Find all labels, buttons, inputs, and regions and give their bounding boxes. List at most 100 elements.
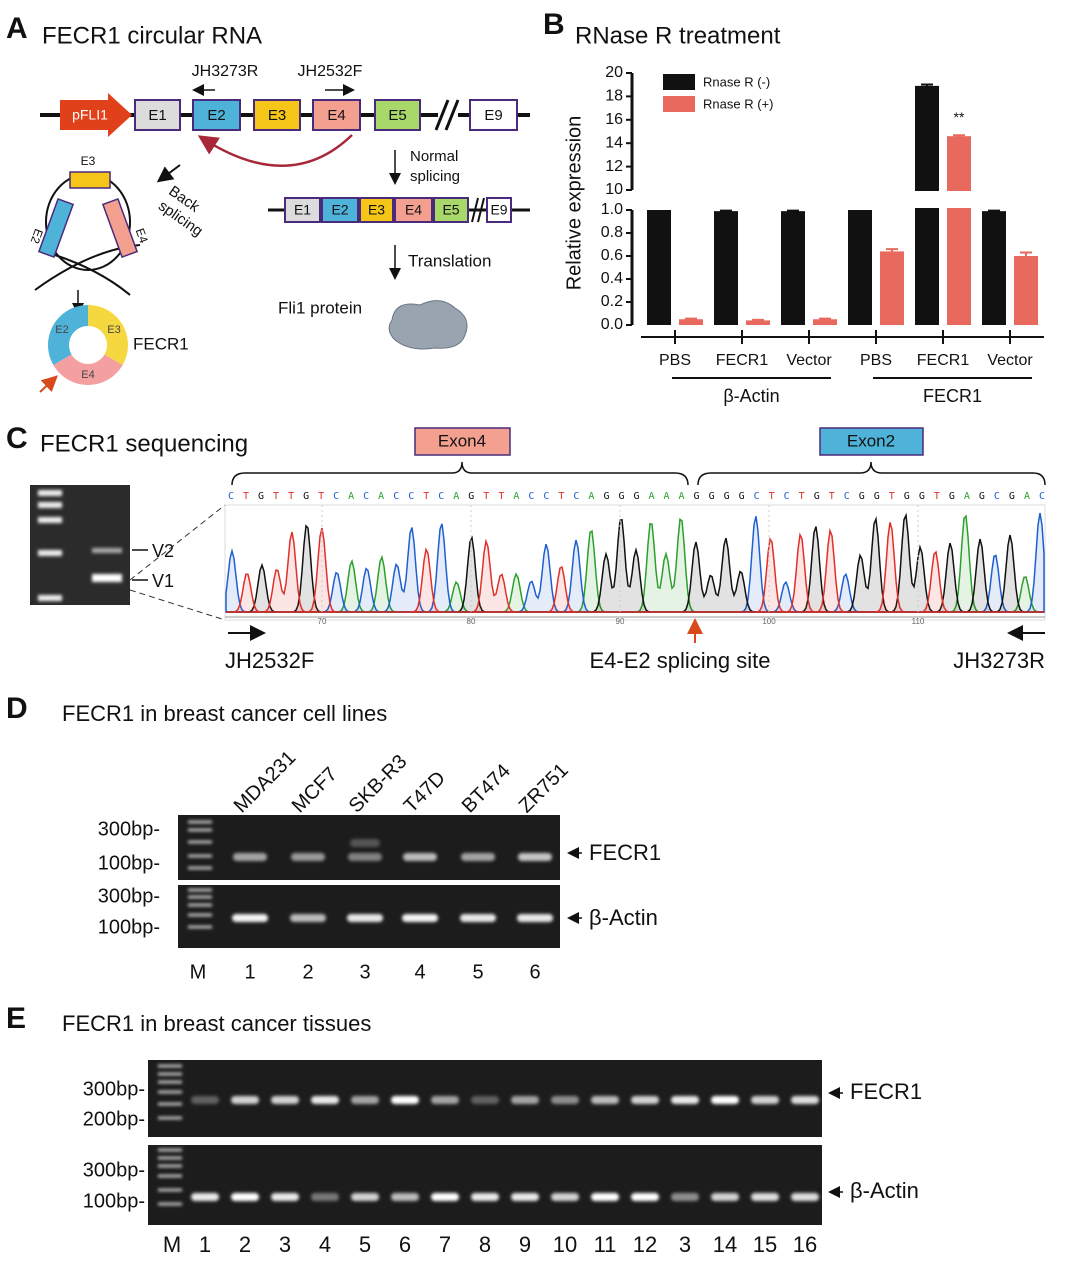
exon-label: E2 (207, 107, 225, 124)
exon-box (284, 197, 321, 223)
gel-band (311, 1193, 339, 1201)
primer-label: JH2532F (225, 648, 314, 673)
ring-segment (53, 354, 123, 385)
exon-box (69, 171, 111, 189)
error-bar (1020, 251, 1032, 260)
gel-band (471, 1096, 499, 1104)
y-tick-label: 12 (605, 158, 623, 175)
ladder-band (158, 1080, 182, 1084)
error-bar (886, 248, 898, 254)
gel-band (711, 1096, 739, 1104)
exon-box (321, 197, 359, 223)
position-label: 70 (318, 617, 327, 626)
legend-swatch (663, 96, 695, 112)
error-bar (720, 209, 732, 212)
y-tick-label: 0.4 (601, 270, 623, 287)
gel-band (551, 1193, 579, 1201)
exon-label: E4 (133, 226, 151, 245)
x-tick-label: Vector (786, 352, 832, 369)
ladder-band (158, 1188, 182, 1192)
exon-label: E4 (327, 107, 345, 124)
bar (947, 136, 971, 325)
lane-label: 6 (399, 1232, 411, 1257)
band-label: V1 (152, 571, 174, 591)
gel-band (791, 1193, 819, 1201)
exon-box (414, 427, 511, 456)
gel-band (191, 1193, 219, 1201)
lane-label: 7 (439, 1232, 451, 1257)
circ-rna-ring: E2 E3 E4 (47, 305, 128, 385)
ladder-band (158, 1090, 182, 1094)
gel-band (791, 1096, 819, 1104)
lane-label: M (163, 1232, 181, 1257)
site-label: E4-E2 splicing site (590, 648, 771, 673)
gel-band (348, 853, 382, 861)
exon-box (134, 99, 181, 131)
gel-band (391, 1096, 419, 1104)
error-bar (752, 318, 764, 321)
ring-label: E2 (55, 324, 68, 336)
bar (1014, 256, 1038, 325)
y-tick-label: 10 (605, 181, 623, 198)
cell-line-label: ZR751 (515, 759, 573, 817)
exon-brace (231, 461, 1046, 486)
exon-label: E1 (148, 107, 166, 124)
cell-line-label: MCF7 (288, 763, 342, 817)
error-bar (854, 210, 866, 297)
chromatogram (225, 512, 1045, 613)
lane-label: 4 (414, 961, 425, 983)
lane-label: 9 (519, 1232, 531, 1257)
y-tick-label: 0.8 (601, 224, 623, 241)
gel-band (471, 1193, 499, 1201)
exon-label: E3 (368, 202, 385, 218)
error-bar (819, 317, 831, 320)
ladder-band (188, 913, 212, 917)
promoter-arrow (60, 93, 132, 137)
ladder-band (158, 1156, 182, 1160)
ladder-band (158, 1148, 182, 1152)
x-tick-label: Vector (987, 352, 1033, 369)
exon-label: E1 (294, 202, 311, 218)
gel-band (591, 1096, 619, 1104)
exon-box (253, 99, 301, 131)
gel-band (351, 1096, 379, 1104)
lane-label: 11 (594, 1232, 617, 1257)
lane-label: 3 (679, 1232, 691, 1257)
gel-band (631, 1096, 659, 1104)
break-mark (434, 99, 460, 131)
lane-label: 4 (319, 1232, 331, 1257)
gel-band (671, 1096, 699, 1104)
lane-label: 8 (479, 1232, 491, 1257)
error-bar (653, 210, 665, 297)
y-tick-label: 18 (605, 88, 623, 105)
primer-label: JH3273R (192, 63, 259, 80)
marker-label: 100bp- (83, 1190, 145, 1212)
normal-splicing-label: Normal (410, 148, 458, 165)
x-tick-label: PBS (860, 352, 892, 369)
error-bar (685, 317, 697, 320)
position-label: 110 (912, 617, 925, 626)
exon-label: E5 (442, 202, 459, 218)
gel-band (231, 1096, 259, 1104)
y-axis-label: Relative expression (563, 116, 585, 291)
bar (746, 320, 770, 325)
exon-box (37, 197, 75, 259)
panel-title: FECR1 in breast cancer cell lines (62, 701, 387, 726)
gel-band (92, 574, 122, 582)
legend-swatch (663, 74, 695, 90)
legend-label: Rnase R (+) (703, 96, 773, 111)
gel (148, 1145, 822, 1225)
exon-label: E2 (331, 202, 348, 218)
y-tick-label: 1.0 (601, 201, 623, 218)
bar (714, 211, 738, 325)
panel-e: E FECR1 in breast cancer tissues 300bp- 2… (6, 1002, 922, 1257)
ladder-band (188, 903, 212, 907)
lane-label: M (190, 961, 207, 983)
gel-band (290, 914, 326, 922)
lane-label: 5 (472, 961, 483, 983)
back-splice-pointer (156, 164, 181, 183)
group-label: β-Actin (723, 386, 779, 406)
gel-band (517, 914, 553, 922)
exon-label: E3 (81, 154, 96, 168)
